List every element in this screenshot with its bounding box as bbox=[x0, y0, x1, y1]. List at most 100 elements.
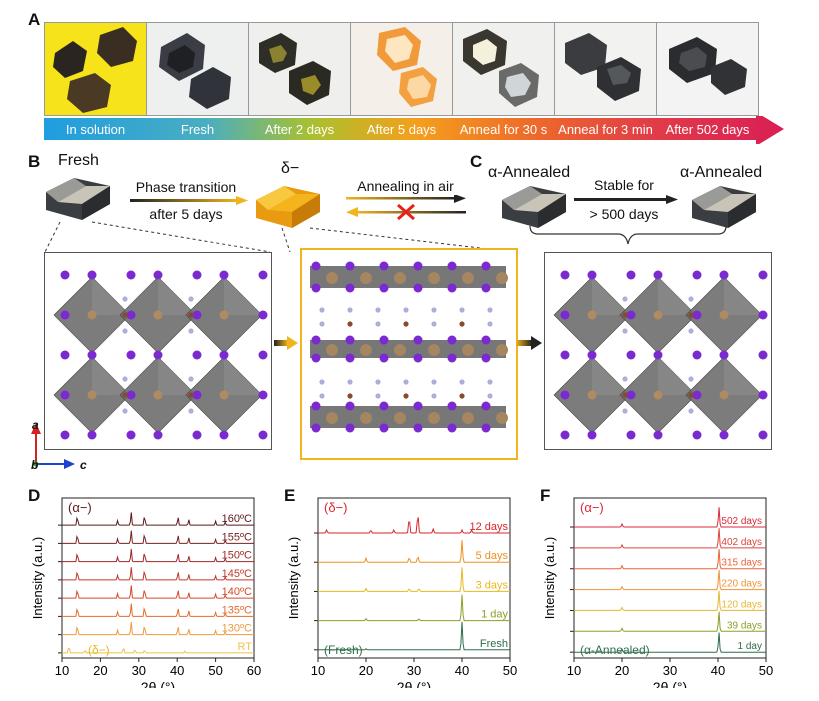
octahedron-face bbox=[592, 277, 630, 315]
pb-atom bbox=[496, 344, 508, 356]
x-tick-label: 10 bbox=[311, 663, 325, 678]
fa-molecule bbox=[487, 307, 493, 313]
fa-molecule bbox=[459, 379, 465, 385]
i-atom bbox=[481, 423, 491, 433]
fa-molecule bbox=[122, 312, 128, 318]
i-atom bbox=[626, 350, 636, 360]
fa-molecule bbox=[375, 379, 381, 385]
i-atom bbox=[311, 335, 321, 345]
fa-molecule bbox=[122, 392, 128, 398]
xrd-trace bbox=[573, 528, 766, 549]
pb-atom bbox=[326, 272, 338, 284]
i-atom bbox=[258, 270, 268, 280]
x-tick-label: 60 bbox=[247, 663, 261, 678]
fa-molecule bbox=[347, 321, 353, 327]
i-atom bbox=[345, 261, 355, 271]
xrd-trace bbox=[317, 567, 510, 592]
i-atom bbox=[719, 270, 729, 280]
xrd-trace bbox=[61, 567, 254, 581]
alpha-annealed-crystal-icon-2 bbox=[692, 186, 756, 228]
fa-molecule bbox=[122, 296, 128, 302]
i-atom bbox=[447, 423, 457, 433]
plot-frame bbox=[61, 497, 255, 659]
alpha-annealed-crystal-icon bbox=[502, 186, 566, 228]
i-atom bbox=[60, 430, 70, 440]
i-atom bbox=[626, 390, 636, 400]
i-atom bbox=[626, 430, 636, 440]
pb-atom bbox=[153, 310, 163, 320]
series-label: 39 days bbox=[727, 620, 762, 631]
i-atom bbox=[258, 390, 268, 400]
i-atom bbox=[413, 423, 423, 433]
fa-molecule bbox=[459, 393, 465, 399]
crystal-icon bbox=[259, 33, 331, 105]
i-atom bbox=[219, 430, 229, 440]
i-atom bbox=[126, 390, 136, 400]
i-atom bbox=[719, 350, 729, 360]
i-atom bbox=[379, 261, 389, 271]
panel-label-b: B bbox=[28, 152, 41, 171]
timeline-label-anneal-3min: Anneal for 3 min bbox=[558, 122, 653, 137]
i-atom bbox=[258, 310, 268, 320]
x-axis-label: 2θ (°) bbox=[397, 679, 431, 688]
i-atom bbox=[447, 401, 457, 411]
fa-molecule bbox=[319, 321, 325, 327]
i-atom bbox=[447, 283, 457, 293]
i-atom bbox=[60, 310, 70, 320]
i-atom bbox=[719, 430, 729, 440]
xrd-trace bbox=[317, 517, 510, 534]
fa-molecule bbox=[122, 408, 128, 414]
series-label: Fresh bbox=[480, 638, 508, 650]
timeline-label-after-5-days: After 5 days bbox=[366, 122, 437, 137]
crystal-icon bbox=[565, 33, 641, 101]
fa-molecule bbox=[403, 393, 409, 399]
xrd-trace bbox=[573, 548, 766, 570]
annotation-top: (α−) bbox=[580, 500, 604, 515]
i-atom bbox=[692, 270, 702, 280]
i-atom bbox=[192, 390, 202, 400]
i-atom bbox=[379, 335, 389, 345]
pb-atom bbox=[326, 344, 338, 356]
series-label: 160ºC bbox=[222, 513, 252, 525]
i-atom bbox=[192, 430, 202, 440]
series-label: 135ºC bbox=[222, 604, 252, 616]
pb-atom bbox=[462, 412, 474, 424]
pb-atom bbox=[394, 412, 406, 424]
fa-molecule bbox=[403, 321, 409, 327]
fresh-crystal-icon bbox=[46, 178, 110, 220]
delta-crystal-structure bbox=[300, 248, 518, 460]
axes-legend bbox=[31, 423, 75, 469]
i-atom bbox=[413, 283, 423, 293]
octahedron-face bbox=[658, 357, 696, 395]
fa-molecule bbox=[122, 376, 128, 382]
pb-atom bbox=[653, 310, 663, 320]
stable-arrow bbox=[574, 195, 678, 204]
i-atom bbox=[345, 423, 355, 433]
octahedron-face bbox=[224, 357, 262, 395]
pb-atom bbox=[587, 390, 597, 400]
octahedron-face bbox=[158, 277, 196, 315]
timeline-label-after-502-days: After 502 days bbox=[665, 122, 750, 137]
i-atom bbox=[258, 350, 268, 360]
fa-molecule bbox=[431, 307, 437, 313]
timeline-label-in-solution: In solution bbox=[65, 122, 126, 137]
struct-arrow-2 bbox=[516, 336, 542, 350]
i-atom bbox=[560, 310, 570, 320]
i-atom bbox=[413, 353, 423, 363]
axis-c-label: c bbox=[80, 458, 87, 472]
pb-atom bbox=[360, 412, 372, 424]
crystal-icon bbox=[669, 37, 747, 95]
annotation-top: (α−) bbox=[68, 500, 92, 515]
i-atom bbox=[758, 430, 768, 440]
series-label: 130ºC bbox=[222, 623, 252, 635]
fa-molecule bbox=[688, 408, 694, 414]
x-axis-label: 2θ (°) bbox=[653, 679, 687, 688]
octahedron-face bbox=[92, 357, 130, 395]
x-tick-label: 40 bbox=[711, 663, 725, 678]
i-atom bbox=[587, 430, 597, 440]
y-axis-label: Intensity (a.u.) bbox=[286, 537, 301, 619]
i-atom bbox=[87, 350, 97, 360]
i-atom bbox=[413, 401, 423, 411]
series-label: 155ºC bbox=[222, 531, 252, 543]
fa-molecule bbox=[459, 307, 465, 313]
